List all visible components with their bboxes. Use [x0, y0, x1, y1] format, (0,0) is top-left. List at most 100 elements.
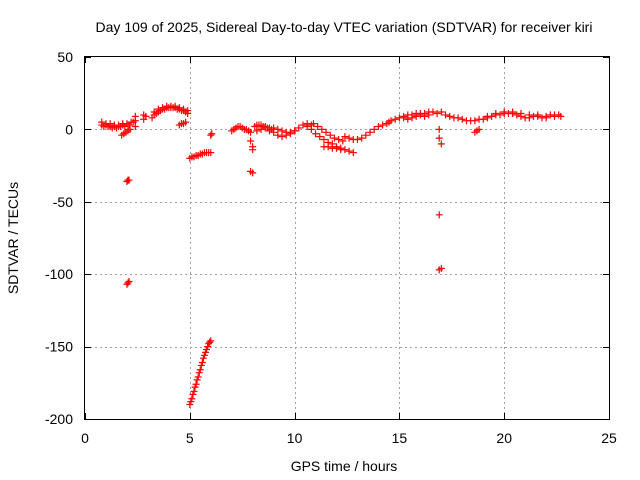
- data-point: [500, 108, 508, 116]
- data-point: [247, 128, 255, 136]
- data-point: [207, 131, 215, 139]
- data-point: [249, 169, 257, 177]
- data-point: [142, 112, 150, 120]
- data-point: [171, 102, 179, 110]
- data-point: [345, 134, 353, 142]
- data-point: [314, 123, 322, 131]
- data-point: [253, 127, 261, 135]
- y-tick-labels: -200 -150 -100 -50 0 50: [45, 49, 73, 427]
- data-point: [358, 134, 366, 142]
- x-tick-labels: 0 5 10 15 20 25: [81, 430, 617, 446]
- data-point: [525, 111, 533, 119]
- data-point: [257, 125, 265, 133]
- data-point: [349, 149, 357, 157]
- data-point: [184, 107, 192, 115]
- data-point: [303, 123, 311, 131]
- data-point: [435, 125, 443, 133]
- data-point: [509, 108, 517, 116]
- data-point: [261, 124, 269, 132]
- x-tick-label: 15: [392, 430, 408, 446]
- data-point: [345, 147, 353, 155]
- data-point: [192, 380, 200, 388]
- data-point: [265, 127, 273, 135]
- data-point: [421, 112, 429, 120]
- data-point: [335, 136, 343, 144]
- data-point: [198, 359, 206, 367]
- data-point: [404, 115, 412, 123]
- data-point: [339, 137, 347, 145]
- data-point: [320, 136, 328, 144]
- y-tick-label: 0: [65, 121, 73, 137]
- data-point: [400, 114, 408, 122]
- data-point: [98, 118, 106, 126]
- data-point: [374, 123, 382, 131]
- data-points: [98, 102, 565, 409]
- data-point: [322, 128, 330, 136]
- data-point: [496, 111, 504, 119]
- data-point: [194, 373, 202, 381]
- data-point: [318, 125, 326, 133]
- data-point: [362, 131, 370, 139]
- data-point: [542, 114, 550, 122]
- data-point: [479, 115, 487, 123]
- data-point: [387, 117, 395, 125]
- x-tick-label: 5: [186, 430, 194, 446]
- y-tick-label: -50: [53, 194, 73, 210]
- data-point: [274, 125, 282, 133]
- data-point: [207, 149, 215, 157]
- y-tick-label: -150: [45, 339, 73, 355]
- data-point: [326, 131, 334, 139]
- data-point: [412, 112, 420, 120]
- data-point: [442, 111, 450, 119]
- data-point: [278, 127, 286, 135]
- data-point: [249, 146, 257, 154]
- data-point: [154, 105, 162, 113]
- data-point: [180, 105, 188, 113]
- data-point: [341, 133, 349, 141]
- data-point: [206, 338, 214, 346]
- data-point: [286, 128, 294, 136]
- data-point: [429, 108, 437, 116]
- data-point: [437, 140, 445, 148]
- x-axis-label: GPS time / hours: [291, 458, 398, 474]
- data-point: [557, 112, 565, 120]
- data-point: [475, 125, 483, 133]
- data-point: [446, 112, 454, 120]
- data-point: [106, 120, 114, 128]
- data-point: [483, 112, 491, 120]
- x-tick-label: 20: [496, 430, 512, 446]
- data-point: [175, 104, 183, 112]
- data-point: [131, 112, 139, 120]
- data-point: [125, 176, 133, 184]
- data-point: [353, 136, 361, 144]
- y-tick-label: 50: [57, 49, 73, 65]
- data-point: [517, 109, 525, 117]
- data-point: [324, 143, 332, 151]
- data-point: [337, 146, 345, 154]
- y-tick-label: -100: [45, 266, 73, 282]
- data-point: [312, 130, 320, 138]
- data-point: [182, 118, 190, 126]
- data-point: [309, 120, 317, 128]
- data-point: [551, 112, 559, 120]
- x-tick-label: 25: [601, 430, 617, 446]
- data-point: [433, 109, 441, 117]
- data-point: [437, 108, 445, 116]
- data-point: [379, 121, 387, 129]
- y-axis-label: SDTVAR / TECUs: [5, 182, 21, 294]
- data-point: [391, 115, 399, 123]
- data-point: [330, 134, 338, 142]
- x-tick-label: 10: [287, 430, 303, 446]
- data-point: [435, 134, 443, 142]
- y-tick-label: -200: [45, 411, 73, 427]
- data-point: [208, 130, 216, 138]
- data-point: [534, 111, 542, 119]
- data-point: [437, 264, 445, 272]
- data-point: [435, 211, 443, 219]
- data-point: [150, 108, 158, 116]
- data-point: [416, 111, 424, 119]
- data-point: [513, 111, 521, 119]
- data-point: [425, 111, 433, 119]
- data-point: [299, 121, 307, 129]
